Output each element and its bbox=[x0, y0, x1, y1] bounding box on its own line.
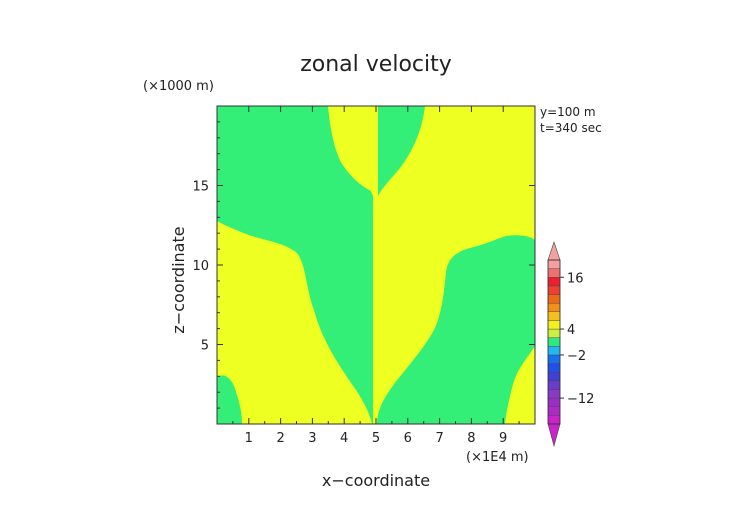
x-tick-label: 1 bbox=[245, 431, 253, 446]
x-tick-label: 3 bbox=[308, 431, 316, 446]
contour-region-green-top-mid bbox=[378, 106, 425, 196]
colorbar-segment bbox=[547, 354, 561, 364]
colorbar-tick-label: 16 bbox=[567, 271, 584, 286]
colorbar-segment bbox=[547, 268, 561, 278]
y-tick-label: 15 bbox=[192, 180, 209, 195]
colorbar-segment bbox=[547, 320, 561, 330]
y-tick-label: 10 bbox=[192, 259, 209, 274]
colorbar-extend-max bbox=[547, 241, 561, 261]
colorbar-tick-label: −12 bbox=[567, 392, 594, 407]
contour-region-green-right bbox=[377, 235, 535, 424]
x-tick-label: 4 bbox=[340, 431, 348, 446]
colorbar-segment bbox=[547, 285, 561, 295]
contour-region-green-bump bbox=[217, 375, 242, 424]
colorbar-segment bbox=[547, 415, 561, 425]
y-axis-ticks: 5 10 15 bbox=[192, 121, 535, 409]
annotation-y: y=100 m bbox=[540, 105, 596, 119]
colorbar-segment bbox=[547, 363, 561, 373]
x-axis-ticks: 1 2 3 4 5 6 7 8 9 bbox=[232, 106, 520, 446]
colorbar-tick-label: −2 bbox=[567, 349, 586, 364]
colorbar-segment bbox=[547, 259, 561, 269]
x-axis-label: x−coordinate bbox=[322, 471, 430, 490]
colorbar-segment bbox=[547, 302, 561, 312]
colorbar-extend-min bbox=[547, 423, 561, 448]
x-tick-label: 7 bbox=[435, 431, 443, 446]
contour-region-yellow-lobe bbox=[328, 106, 373, 192]
colorbar-segment bbox=[547, 294, 561, 304]
contour-region-green-upper-left bbox=[217, 106, 373, 424]
x-tick-label: 6 bbox=[404, 431, 412, 446]
x-tick-label: 9 bbox=[499, 431, 507, 446]
y-unit-label: (×1000 m) bbox=[143, 79, 214, 94]
x-tick-label: 5 bbox=[372, 431, 380, 446]
x-unit-label: (×1E4 m) bbox=[466, 450, 529, 465]
y-axis-label: z−coordinate bbox=[169, 226, 188, 333]
y-tick-label: 5 bbox=[201, 339, 209, 354]
colorbar-segment bbox=[547, 337, 561, 347]
colorbar-segment bbox=[547, 406, 561, 416]
colorbar-segment bbox=[547, 372, 561, 382]
colorbar-segment bbox=[547, 328, 561, 338]
colorbar-segment bbox=[547, 277, 561, 287]
colorbar-segment bbox=[547, 311, 561, 321]
colorbar-tick-label: 4 bbox=[567, 323, 575, 338]
colorbar-segment bbox=[547, 346, 561, 356]
colorbar: 16 4 −2 −12 bbox=[547, 241, 594, 448]
chart-title: zonal velocity bbox=[300, 52, 452, 77]
colorbar-segment bbox=[547, 389, 561, 399]
colorbar-segment bbox=[547, 380, 561, 390]
plot-area: 1 2 3 4 5 6 7 8 9 5 10 15 bbox=[192, 105, 536, 446]
colorbar-segment bbox=[547, 397, 561, 407]
x-tick-label: 8 bbox=[467, 431, 475, 446]
colorbar-frame bbox=[547, 259, 561, 425]
x-tick-label: 2 bbox=[276, 431, 284, 446]
annotation-t: t=340 sec bbox=[540, 121, 602, 135]
